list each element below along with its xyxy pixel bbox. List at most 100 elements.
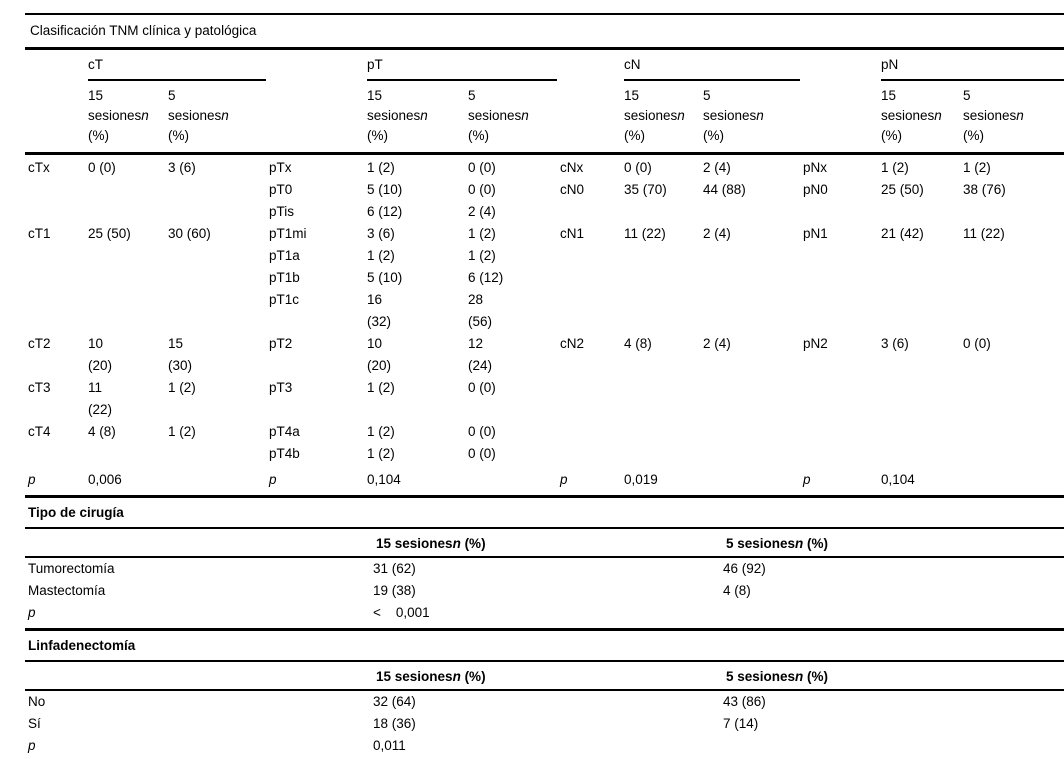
p-value-ct: 0,006 <box>88 472 122 487</box>
row-label: pT1b <box>269 270 300 285</box>
row-label: pT4a <box>269 424 300 439</box>
value-cell: 0 (0) <box>468 182 496 197</box>
n-italic: n <box>521 108 529 123</box>
row-label <box>800 377 881 421</box>
value-cell: 11 (22) <box>963 226 1005 241</box>
row-label <box>557 421 624 443</box>
group-label-cn: cN <box>624 57 641 72</box>
p-value-cn: 0,019 <box>624 472 658 487</box>
value-cell <box>168 443 266 465</box>
empty-cell <box>963 465 1064 491</box>
row-label: pT1c <box>269 292 300 307</box>
col-header-15-sesiones: 15 sesionesn (%) <box>373 531 723 558</box>
row-label: cT2 <box>28 336 51 351</box>
category-label: Tumorectomía <box>28 561 115 576</box>
group-header-cn: cN <box>624 50 800 81</box>
value-cell <box>963 267 1064 289</box>
value-cell: 3 (6) <box>168 160 196 175</box>
row-label: pNx <box>803 160 828 175</box>
value-cell: 10 (20) <box>88 336 113 373</box>
group-label-pn: pN <box>881 57 899 72</box>
value-cell <box>168 201 266 223</box>
value-cell: 1 (2) <box>168 424 196 439</box>
row-label <box>800 245 881 267</box>
value-cell: 0 (0) <box>963 336 991 351</box>
value-cell: 43 (86) <box>723 694 766 709</box>
value-cell: 38 (76) <box>963 182 1006 197</box>
value-cell: 0 (0) <box>88 160 116 175</box>
value-cell: 1 (2) <box>468 248 496 263</box>
row-label <box>25 443 88 465</box>
value-cell: 1 (2) <box>367 248 395 263</box>
row-label: pN0 <box>803 182 828 197</box>
value-cell: 10 (20) <box>367 336 392 373</box>
value-cell: 28 (56) <box>468 292 493 329</box>
value-cell: 2 (4) <box>468 204 496 219</box>
value-cell: 15 (30) <box>168 336 193 373</box>
row-label <box>557 377 624 421</box>
col-header-empty <box>25 664 373 691</box>
value-cell: 46 (92) <box>723 561 766 576</box>
value-cell: 44 (88) <box>703 182 746 197</box>
value-cell <box>703 245 800 267</box>
row-label: cT4 <box>28 424 51 439</box>
divider-top <box>25 13 1064 15</box>
n-italic: n <box>677 108 685 123</box>
row-label <box>557 201 624 223</box>
value-cell: 1 (2) <box>963 160 991 175</box>
row-label <box>800 443 881 465</box>
n-italic: n <box>420 108 428 123</box>
row-label <box>800 421 881 443</box>
value-cell <box>881 289 963 333</box>
value-cell <box>88 179 168 201</box>
value-cell: 2 (4) <box>703 160 731 175</box>
value-cell: 25 (50) <box>88 226 131 241</box>
n-italic: n <box>221 108 229 123</box>
n-italic: n <box>756 108 764 123</box>
row-label: cTx <box>28 160 50 175</box>
row-label: pT3 <box>269 380 293 395</box>
row-label <box>557 245 624 267</box>
empty-cell <box>723 735 1064 757</box>
empty-cell <box>703 465 800 491</box>
value-cell: 5 (10) <box>367 270 403 285</box>
row-label: cT3 <box>28 380 51 395</box>
value-cell: 32 (64) <box>373 694 416 709</box>
value-cell <box>624 443 703 465</box>
value-cell: 1 (2) <box>468 226 496 241</box>
tnm-header: cT pT cN pN 15 sesionesn (%) 5 sesionesn (%)… <box>25 50 1064 152</box>
col-header-pt-15-sesiones: 15 sesionesn (%) <box>367 88 428 143</box>
table-title: Clasificación TNM clínica y patológica <box>30 23 257 38</box>
n-italic: n <box>452 669 461 684</box>
group-header-pt: pT <box>367 50 557 81</box>
category-label: No <box>28 694 46 709</box>
group-header-pn: pN <box>881 50 1064 81</box>
row-label: cNx <box>560 160 584 175</box>
linfadenectomia-table: 15 sesionesn (%) 5 sesionesn (%) No 32 (… <box>25 662 1064 759</box>
value-cell: 0 (0) <box>468 446 496 461</box>
row-label: cN0 <box>560 182 585 197</box>
divider <box>25 47 1064 50</box>
value-cell <box>168 289 266 333</box>
empty-cell <box>168 465 266 491</box>
value-cell: 5 (10) <box>367 182 403 197</box>
col-header-pn-15-sesiones: 15 sesionesn (%) <box>881 88 942 143</box>
n-italic: n <box>795 669 804 684</box>
value-cell: 7 (14) <box>723 716 759 731</box>
divider <box>25 495 1064 498</box>
value-cell <box>88 443 168 465</box>
value-cell <box>624 267 703 289</box>
row-label <box>25 267 88 289</box>
row-label: cT1 <box>28 226 51 241</box>
divider <box>25 527 1064 529</box>
category-label: Sí <box>28 716 41 731</box>
value-cell <box>963 289 1064 333</box>
empty-cell <box>723 602 1064 624</box>
value-cell <box>703 377 800 421</box>
value-cell <box>881 201 963 223</box>
value-cell <box>168 267 266 289</box>
value-cell <box>703 267 800 289</box>
value-cell: 1 (2) <box>367 446 395 461</box>
col-header-ct-15-sesiones: 15 sesionesn (%) <box>88 88 149 143</box>
